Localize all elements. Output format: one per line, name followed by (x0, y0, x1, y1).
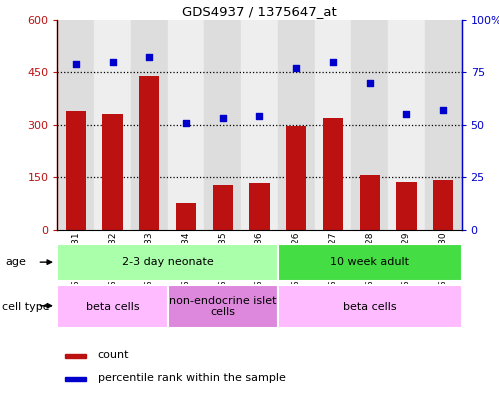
Point (329, 59, 337, 65)
Text: 2-3 day neonate: 2-3 day neonate (122, 257, 214, 267)
Text: 10 week adult: 10 week adult (330, 257, 409, 267)
Point (439, 107, 447, 113)
Bar (94, 20, 131, 230)
Bar (388, 20, 425, 230)
Bar (65, 377, 86, 381)
Bar (57, 244, 278, 281)
Bar (278, 244, 462, 281)
Bar (314, 20, 351, 230)
Text: non-endocrine islet
cells: non-endocrine islet cells (169, 296, 276, 317)
Text: age: age (5, 257, 26, 267)
Bar (66, 111, 86, 230)
Point (366, 79, 374, 86)
Text: count: count (98, 350, 129, 360)
Text: beta cells: beta cells (86, 301, 139, 312)
Bar (65, 354, 86, 358)
Point (292, 65, 300, 71)
Point (145, 54, 153, 61)
Bar (323, 118, 343, 230)
Bar (433, 180, 453, 230)
Bar (250, 183, 269, 230)
Bar (351, 20, 388, 230)
Point (182, 119, 190, 126)
Bar (205, 20, 241, 230)
Point (72, 61, 80, 67)
Bar (168, 285, 278, 328)
Bar (57, 285, 168, 328)
Bar (396, 182, 417, 230)
Bar (57, 20, 94, 230)
Bar (213, 185, 233, 230)
Point (255, 113, 263, 119)
Bar (168, 20, 205, 230)
Bar (176, 202, 196, 230)
Point (403, 111, 411, 118)
Bar (131, 20, 168, 230)
Text: percentile rank within the sample: percentile rank within the sample (98, 373, 286, 384)
Bar (360, 174, 380, 230)
Text: cell type: cell type (2, 301, 50, 312)
Bar (278, 20, 314, 230)
Bar (139, 76, 159, 230)
Bar (102, 114, 123, 230)
Point (219, 115, 227, 121)
Point (108, 59, 116, 65)
Bar (425, 20, 462, 230)
Bar (278, 285, 462, 328)
Title: GDS4937 / 1375647_at: GDS4937 / 1375647_at (182, 6, 337, 18)
Bar (286, 126, 306, 230)
Bar (241, 20, 278, 230)
Text: beta cells: beta cells (343, 301, 397, 312)
